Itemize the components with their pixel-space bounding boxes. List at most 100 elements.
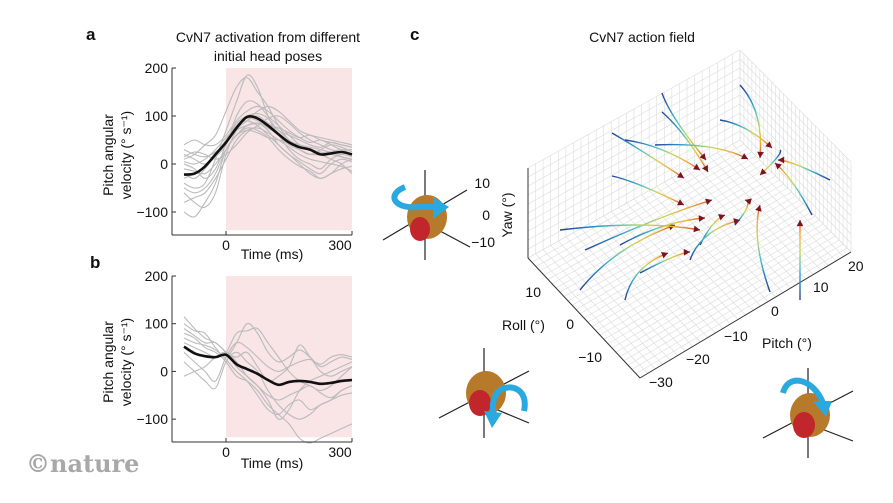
- yaw-tick: 10: [474, 175, 490, 191]
- wall-grid-line: [739, 112, 852, 226]
- wall-grid-line: [739, 49, 852, 163]
- panel-a-plot: 200 100 0 −100 0 300: [136, 60, 353, 253]
- yaw-tick: 0: [482, 207, 490, 223]
- yaw-axis-label: Yaw (°): [499, 192, 515, 237]
- y-tick-label: 0: [160, 156, 168, 172]
- panel-b-plot: 200 100 0 −100 0 300: [136, 268, 353, 460]
- wall-grid-line: [527, 67, 741, 187]
- floor-grid-line: [611, 223, 824, 349]
- trajectory-arrowhead: [765, 141, 772, 148]
- wall-grid-line: [527, 121, 741, 241]
- floor-grid-line: [595, 207, 808, 332]
- floor-grid-line: [635, 247, 848, 374]
- floor-grid-line: [603, 215, 816, 340]
- panel-letter-b: b: [90, 253, 100, 272]
- trajectory-arrowhead: [718, 214, 725, 221]
- trajectory-line: [719, 119, 773, 149]
- panel-a-xlabel: Time (ms): [241, 246, 303, 262]
- roll-tick: 0: [566, 316, 574, 332]
- trajectory-arrowhead: [683, 248, 690, 256]
- trajectory-arrowhead: [733, 218, 740, 225]
- panel-c-trajectories: [559, 84, 831, 301]
- panel-letter-c: c: [410, 25, 419, 44]
- trajectory-arrowhead: [677, 199, 684, 206]
- pitch-tick: −30: [649, 374, 673, 390]
- wall-grid-line: [527, 49, 741, 169]
- head-roll-rotation-icon: [438, 348, 530, 438]
- pitch-axis-line: [639, 251, 852, 379]
- panel-letter-a: a: [86, 25, 96, 44]
- trajectory-line: [654, 143, 749, 160]
- wall-grid-line: [739, 85, 852, 199]
- trajectory-arrowhead: [705, 198, 712, 205]
- floor-grid-line: [717, 152, 829, 266]
- trajectory-arrowhead: [661, 252, 668, 259]
- floor-grid-line: [671, 177, 784, 293]
- floor-grid-line: [686, 169, 799, 284]
- trajectory-line: [611, 132, 685, 179]
- roll-tick: −10: [578, 349, 602, 365]
- trajectory-line: [661, 111, 709, 173]
- wall-grid-line: [739, 121, 852, 235]
- wall-grid-line: [527, 112, 741, 232]
- panel-a: a CvN7 activation from different initial…: [86, 25, 360, 262]
- trajectory-arrowhead: [699, 153, 706, 160]
- pitch-tick: 10: [813, 279, 829, 295]
- panel-b: b 200 100 0 −100 0 300 Pitch angular velocity…: [90, 253, 353, 471]
- trajectory-arrowhead: [693, 225, 700, 233]
- yaw-tick: −10: [471, 234, 495, 250]
- floor-grid-line: [656, 186, 769, 302]
- trial-trace: [183, 332, 353, 444]
- trajectory-line: [579, 224, 676, 291]
- pitch-tick: 20: [848, 258, 864, 274]
- trajectory-arrowhead: [755, 205, 762, 212]
- wall-grid-line: [739, 67, 852, 181]
- wall-grid-line: [739, 139, 852, 253]
- floor-grid-line: [615, 227, 828, 353]
- y-tick-label: 100: [145, 108, 169, 124]
- trial-trace: [183, 337, 353, 416]
- panel-b-ylabel-line-1: Pitch angular: [100, 321, 116, 403]
- panel-a-title-line-2: initial head poses: [214, 48, 322, 64]
- wall-grid-line: [739, 76, 852, 190]
- floor-grid-line: [724, 148, 837, 262]
- pitch-tick: 0: [771, 303, 779, 319]
- panel-c-3d-box: [527, 49, 852, 379]
- trial-trace: [183, 316, 353, 420]
- floor-grid-line: [664, 181, 776, 298]
- trajectory-line: [756, 204, 771, 293]
- roll-tick: 10: [525, 284, 541, 300]
- roll-axis-line: [527, 257, 641, 379]
- panel-b-ylabel-line-2: velocity (° s⁻¹): [118, 318, 134, 406]
- trial-trace: [183, 122, 353, 218]
- x-tick-label: 0: [222, 237, 230, 253]
- floor-grid-line: [599, 211, 812, 336]
- y-tick-label: 200: [145, 60, 169, 76]
- trajectory-arrowhead: [741, 153, 748, 160]
- trajectory-line: [624, 252, 669, 301]
- trajectory-arrowhead: [760, 168, 767, 175]
- panel-c: c CvN7 action field Yaw (°) Roll (°) Pit…: [382, 25, 864, 458]
- y-tick-label: 200: [145, 268, 169, 284]
- wall-grid-line: [527, 58, 741, 178]
- trial-trace: [183, 105, 353, 165]
- trajectory-arrowhead: [778, 156, 785, 164]
- wall-grid-line: [527, 94, 741, 214]
- mean-trace: [183, 345, 353, 387]
- trajectory-arrowhead: [698, 215, 705, 222]
- panel-c-title: CvN7 action field: [589, 29, 695, 45]
- trajectory-arrowhead: [796, 220, 804, 227]
- head-pitch-rotation-icon: [762, 368, 854, 458]
- wall-grid-line: [739, 58, 852, 172]
- trajectory-line: [611, 175, 685, 206]
- trajectory-line: [624, 139, 701, 171]
- trajectory-line: [661, 92, 707, 161]
- floor-grid-line: [591, 203, 804, 327]
- floor-grid-line: [633, 198, 746, 316]
- y-tick-label: −100: [136, 411, 168, 427]
- trial-trace: [183, 127, 353, 203]
- trial-trace: [183, 117, 353, 179]
- wall-grid-line: [527, 76, 741, 196]
- pitch-axis-label: Pitch (°): [762, 335, 812, 351]
- y-tick-label: −100: [136, 204, 168, 220]
